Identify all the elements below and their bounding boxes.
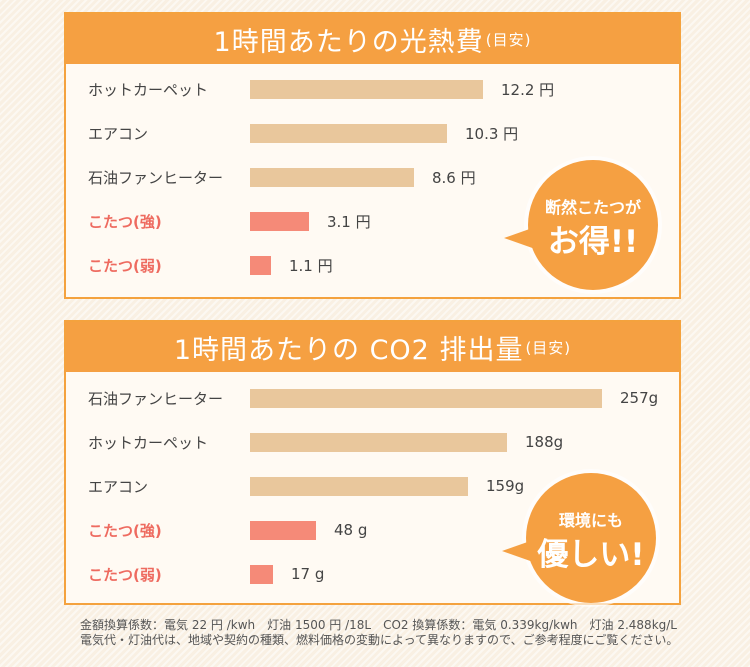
bar xyxy=(250,255,271,275)
bar xyxy=(250,79,483,99)
chart-row: こたつ(強) 48 g xyxy=(66,508,679,552)
bar xyxy=(250,432,507,452)
cost-panel-header: 1時間あたりの光熱費 (目安) xyxy=(66,14,679,64)
bar xyxy=(250,167,414,187)
co2-panel: 1時間あたりの CO2 排出量 (目安) 石油ファンヒーター 257g ホットカーペッ… xyxy=(64,320,681,605)
chart-row: 石油ファンヒーター 8.6 円 xyxy=(66,155,679,199)
chart-row: ホットカーペット 12.2 円 xyxy=(66,67,679,111)
value-label: 1.1 円 xyxy=(289,256,333,275)
chart-row: エアコン 10.3 円 xyxy=(66,111,679,155)
eco-callout-line2: 優しい! xyxy=(537,537,645,573)
category-label: こたつ(弱) xyxy=(88,565,162,584)
co2-panel-header: 1時間あたりの CO2 排出量 (目安) xyxy=(66,322,679,372)
savings-callout-tail xyxy=(504,226,538,250)
bar xyxy=(250,476,468,496)
category-label: こたつ(強) xyxy=(88,521,162,540)
bar xyxy=(250,211,309,231)
chart-row: こたつ(弱) 17 g xyxy=(66,552,679,596)
cost-chart-title-note: (目安) xyxy=(485,30,532,49)
category-label: 石油ファンヒーター xyxy=(88,168,224,187)
value-label: 48 g xyxy=(334,521,368,539)
category-label: 石油ファンヒーター xyxy=(88,389,224,408)
chart-row: こたつ(強) 3.1 円 xyxy=(66,199,679,243)
category-label: こたつ(弱) xyxy=(88,256,162,275)
category-label: エアコン xyxy=(88,124,149,143)
bar xyxy=(250,520,316,540)
bar xyxy=(250,388,602,408)
value-label: 10.3 円 xyxy=(465,124,519,143)
chart-row: エアコン 159g xyxy=(66,464,679,508)
category-label: エアコン xyxy=(88,477,149,496)
value-label: 12.2 円 xyxy=(501,80,555,99)
eco-callout: 環境にも 優しい! xyxy=(502,473,656,603)
category-label: こたつ(強) xyxy=(88,212,162,231)
value-label: 8.6 円 xyxy=(432,168,476,187)
eco-callout-line1: 環境にも xyxy=(558,511,623,530)
value-label: 257g xyxy=(620,389,659,407)
savings-callout: 断然こたつが お得!! xyxy=(504,160,658,290)
chart-row: ホットカーペット 188g xyxy=(66,420,679,464)
category-label: ホットカーペット xyxy=(88,80,209,99)
value-label: 159g xyxy=(486,477,525,495)
savings-callout-line1: 断然こたつが xyxy=(544,198,641,217)
value-label: 3.1 円 xyxy=(327,212,371,231)
category-label: ホットカーペット xyxy=(88,433,209,452)
eco-callout-tail xyxy=(502,539,536,563)
savings-callout-line2: お得!! xyxy=(547,224,639,260)
bar xyxy=(250,123,447,143)
cost-panel: 1時間あたりの光熱費 (目安) ホットカーペット 12.2 円エアコン 10.3 円石… xyxy=(64,12,681,299)
footnote-line2: 電気代・灯油代は、地域や契約の種類、燃料価格の変動によって異なりますので、ご参考… xyxy=(80,633,679,647)
chart-row: こたつ(弱) 1.1 円 xyxy=(66,243,679,287)
co2-chart-title: 1時間あたりの CO2 排出量 xyxy=(173,334,524,366)
value-label: 17 g xyxy=(291,565,325,583)
value-label: 188g xyxy=(525,433,564,451)
co2-chart-title-note: (目安) xyxy=(525,338,572,357)
footnote: 金額換算係数：電気 22 円 /kwh 灯油 1500 円 /18L CO2 換… xyxy=(80,618,678,648)
chart-row: 石油ファンヒーター 257g xyxy=(66,376,679,420)
bar xyxy=(250,564,273,584)
footnote-line1: 金額換算係数：電気 22 円 /kwh 灯油 1500 円 /18L CO2 換… xyxy=(80,618,677,632)
cost-chart-title: 1時間あたりの光熱費 xyxy=(213,26,484,58)
